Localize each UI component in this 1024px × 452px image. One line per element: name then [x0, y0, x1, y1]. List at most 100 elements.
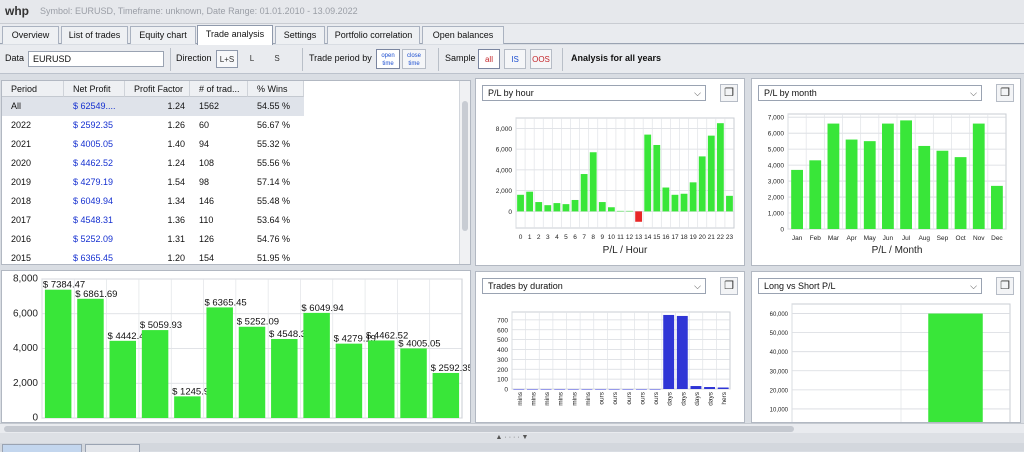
- x-tick-label: Nov: [973, 235, 985, 242]
- period-cell: 2019: [11, 177, 32, 187]
- table-row[interactable]: All $ 62549.... 1.24 1562 54.55 %: [2, 97, 304, 116]
- column-header-period[interactable]: Period: [2, 81, 64, 97]
- x-tick-label: 20: [699, 234, 707, 241]
- close-time-button[interactable]: close time: [402, 49, 426, 69]
- x-tick-label: 10: [608, 234, 616, 241]
- bar: [580, 174, 588, 212]
- direction-short-button[interactable]: S: [274, 54, 280, 63]
- y-tick-label: 3,000: [768, 179, 785, 186]
- trades-by-duration-select[interactable]: Trades by duration ⌵: [482, 278, 706, 294]
- bar: [991, 185, 1003, 229]
- x-tick-label: 0: [519, 234, 523, 241]
- bar: [581, 389, 593, 390]
- data-label: $ 1245.96: [172, 386, 214, 397]
- bottom-tab-2[interactable]: [85, 444, 140, 452]
- tab-portfolio-correlation[interactable]: Portfolio correlation: [327, 26, 420, 44]
- table-row[interactable]: 2022 $ 2592.35 1.26 60 56.67 %: [2, 116, 304, 135]
- table-row[interactable]: 2021 $ 4005.05 1.40 94 55.32 %: [2, 135, 304, 154]
- bar: [526, 191, 534, 212]
- bar: [517, 194, 524, 212]
- long-vs-short-select[interactable]: Long vs Short P/L ⌵: [758, 278, 982, 294]
- app-info: Symbol: EURUSD, Timeframe: unknown, Date…: [40, 6, 358, 16]
- table-row[interactable]: 2017 $ 4548.31 1.36 110 53.64 %: [2, 211, 304, 230]
- tab-settings[interactable]: Settings: [275, 26, 325, 44]
- toolbar: Data EURUSD Direction L+S L S Trade peri…: [0, 45, 1024, 74]
- x-tick-label: Dec: [991, 235, 1003, 242]
- table-row[interactable]: 2018 $ 6049.94 1.34 146 55.48 %: [2, 192, 304, 211]
- table-row[interactable]: 2020 $ 4462.52 1.24 108 55.56 %: [2, 154, 304, 173]
- bar: [206, 307, 233, 418]
- column-header-wins[interactable]: % Wins: [248, 81, 304, 97]
- column-header-trades[interactable]: # of trad...: [190, 81, 248, 97]
- tab-list-of-trades[interactable]: List of trades: [61, 26, 128, 44]
- x-tick-label: days: [708, 391, 715, 405]
- x-tick-label: Jun: [883, 235, 894, 242]
- y-tick-label: 0: [32, 413, 38, 423]
- horizontal-scrollbar[interactable]: [0, 423, 1024, 433]
- sample-all-icon[interactable]: all: [478, 49, 500, 69]
- copy-window-icon[interactable]: ❐: [720, 277, 738, 295]
- open-time-button[interactable]: open time: [376, 49, 400, 69]
- long-vs-short-panel: Long vs Short P/L ⌵ ❐ 10,000 20,000 30,000 4…: [751, 271, 1021, 423]
- copy-window-icon[interactable]: ❐: [996, 277, 1014, 295]
- toolbar-divider: [562, 48, 563, 71]
- x-tick-label: 7: [582, 234, 586, 241]
- splitter-handle[interactable]: ▲ · · · · ▼: [0, 433, 1024, 443]
- x-tick-label: hers: [721, 391, 728, 404]
- bottom-tab-1[interactable]: [2, 444, 82, 452]
- direction-long-short-button[interactable]: L+S: [216, 50, 238, 68]
- data-select-value: EURUSD: [33, 54, 72, 64]
- scrollbar-thumb[interactable]: [4, 426, 794, 432]
- x-tick-label: 4: [555, 234, 559, 241]
- x-tick-label: 22: [717, 234, 725, 241]
- bar: [367, 340, 395, 418]
- x-tick-label: 15: [653, 234, 661, 241]
- data-label: Data: [5, 53, 25, 63]
- pl-by-hour-select[interactable]: P/L by hour ⌵: [482, 85, 706, 101]
- column-header-net-profit[interactable]: Net Profit: [64, 81, 125, 97]
- bar: [791, 169, 803, 229]
- bar: [567, 389, 579, 390]
- bar: [845, 139, 858, 229]
- column-header-profit-factor[interactable]: Profit Factor: [125, 81, 190, 97]
- period-cell: 2021: [11, 139, 32, 149]
- copy-window-icon[interactable]: ❐: [720, 84, 738, 102]
- bar: [562, 204, 570, 212]
- bar: [141, 330, 169, 418]
- scrollbar-thumb[interactable]: [462, 101, 468, 231]
- bar: [863, 141, 876, 229]
- tab-equity-chart[interactable]: Equity chart: [130, 26, 196, 44]
- period-cell: 2017: [11, 215, 32, 225]
- tab-trade-analysis[interactable]: Trade analysis: [197, 25, 273, 45]
- trades-cell: 146: [199, 196, 215, 206]
- bar: [109, 340, 137, 418]
- trades-cell: 110: [199, 215, 214, 225]
- x-tick-label: Jul: [902, 235, 911, 242]
- chevron-down-icon: ⌵: [970, 88, 977, 98]
- data-label: $ 6049.94: [301, 303, 343, 314]
- direction-long-button[interactable]: L: [249, 54, 255, 63]
- trades-cell: 94: [199, 139, 210, 149]
- bar: [174, 396, 201, 418]
- x-tick-label: 21: [708, 234, 716, 241]
- copy-window-icon[interactable]: ❐: [996, 84, 1014, 102]
- period-cell: 2020: [11, 158, 32, 168]
- table-row[interactable]: 2016 $ 5252.09 1.31 126 54.76 %: [2, 230, 304, 249]
- pl-by-month-select[interactable]: P/L by month ⌵: [758, 85, 982, 101]
- title-bar: whp Symbol: EURUSD, Timeframe: unknown, …: [0, 0, 1024, 24]
- table-row[interactable]: 2019 $ 4279.19 1.54 98 57.14 %: [2, 173, 304, 192]
- x-tick-label: 8: [591, 234, 595, 241]
- bar: [238, 326, 266, 418]
- tab-open-balances[interactable]: Open balances: [422, 26, 504, 44]
- sample-in-sample-icon[interactable]: IS: [504, 49, 526, 69]
- data-select[interactable]: EURUSD: [28, 51, 164, 67]
- tab-overview[interactable]: Overview: [2, 26, 59, 44]
- period-cell: 2016: [11, 234, 32, 244]
- table-row[interactable]: 2015 $ 6365.45 1.20 154 51.95 %: [2, 249, 304, 264]
- net-profit-cell: $ 4548.31: [73, 215, 114, 225]
- bar: [554, 389, 566, 390]
- x-tick-label: 12: [626, 234, 634, 241]
- sample-out-of-sample-icon[interactable]: OOS: [530, 49, 552, 69]
- table-vertical-scrollbar[interactable]: [459, 81, 470, 264]
